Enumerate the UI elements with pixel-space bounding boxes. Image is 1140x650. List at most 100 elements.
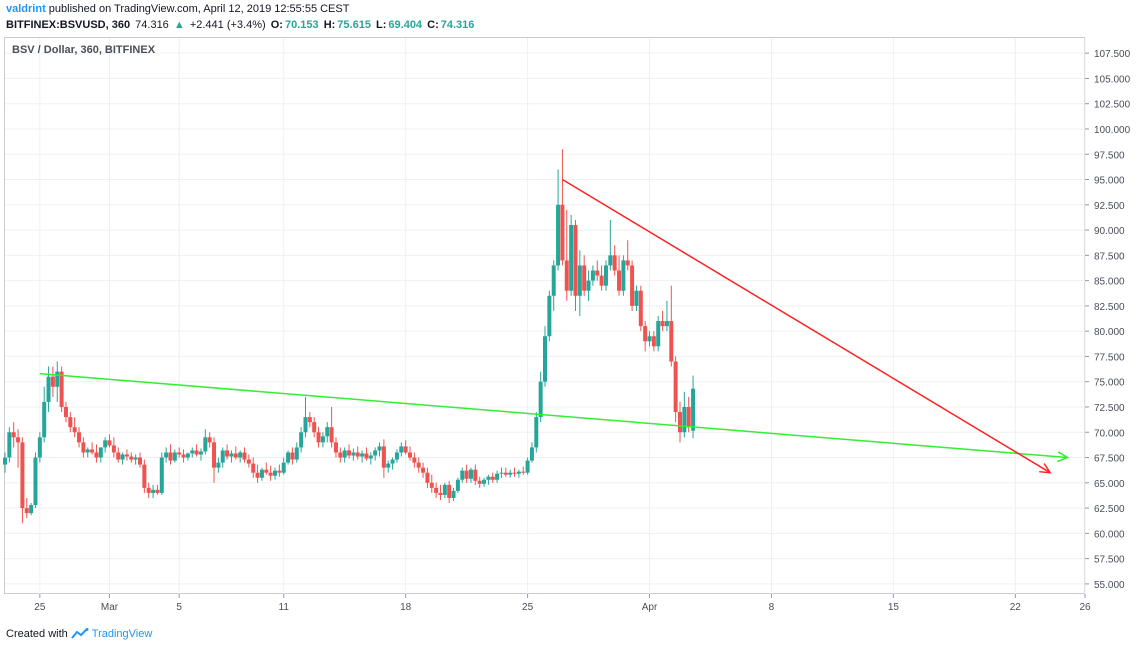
candle-body (460, 470, 465, 480)
tradingview-logo-icon (70, 628, 89, 639)
candle-body (573, 225, 578, 296)
low-value: 69.404 (388, 19, 423, 31)
candle-body (660, 321, 665, 327)
candle-body (59, 371, 64, 407)
candle-body (50, 376, 55, 387)
candle-body (124, 454, 129, 457)
candle-body (638, 290, 643, 327)
candle-body (377, 446, 382, 451)
candle-body (569, 225, 574, 291)
candle-body (172, 452, 177, 461)
change-value: +2.441 (+3.4%) (189, 19, 266, 31)
candle-body (72, 427, 77, 433)
y-tick-label: 62.500 (1094, 504, 1125, 515)
candle-body (673, 361, 678, 413)
tradingview-brand[interactable]: TradingView (91, 628, 153, 640)
candle-body (216, 462, 221, 468)
candle-body (634, 290, 639, 306)
candle-body (342, 450, 347, 458)
ohlc-legend: BITFINEX:BSVUSD, 360 74.316 ▲ +2.441 (+3… (6, 19, 476, 31)
candle-body (521, 471, 526, 473)
candle-body (534, 417, 539, 448)
candle-body (490, 476, 495, 480)
candle-body (477, 480, 482, 484)
candle-body (20, 442, 25, 509)
candle-body (146, 487, 151, 493)
x-tick-label: 26 (1079, 602, 1091, 613)
up-triangle-icon: ▲ (173, 19, 185, 31)
candle-body (307, 417, 312, 423)
candle-body (438, 492, 443, 495)
candle-body (225, 450, 230, 457)
candle-body (233, 453, 238, 458)
panel-title: BSV / Dollar, 360, BITFINEX (12, 44, 156, 56)
support-arrowhead (1057, 451, 1070, 463)
candle-body (403, 446, 408, 453)
y-tick-label: 100.000 (1094, 125, 1131, 136)
candle-body (525, 460, 530, 473)
candle-body (33, 457, 38, 506)
candle-body (482, 479, 487, 484)
last-price: 74.316 (135, 19, 169, 31)
candle-body (473, 469, 478, 481)
candle-body (242, 452, 247, 460)
y-tick-label: 72.500 (1094, 403, 1125, 414)
candle-body (203, 437, 208, 452)
candle-body (669, 321, 674, 362)
candle-body (255, 472, 260, 478)
candle-body (551, 265, 556, 296)
candle-body (538, 381, 543, 418)
candle-body (381, 446, 386, 468)
candle-body (246, 459, 251, 464)
x-tick-label: 25 (34, 602, 46, 613)
open-value: 70.153 (284, 19, 319, 31)
candle-body (151, 489, 156, 493)
candle-body (464, 470, 469, 479)
support-trendline (39, 372, 1068, 459)
candle-body (24, 508, 29, 514)
grid-lines (5, 38, 1086, 594)
candle-body (164, 452, 169, 458)
candle-body (281, 462, 286, 473)
y-tick-label: 105.000 (1094, 74, 1131, 85)
candle-body (416, 462, 421, 468)
candle-body (107, 440, 112, 446)
candle-body (499, 472, 504, 474)
candle-body (116, 452, 121, 460)
candle-body (294, 447, 299, 460)
candle-body (364, 453, 369, 459)
x-tick-label: Mar (101, 602, 119, 613)
candle-body (486, 476, 491, 480)
candle-body (556, 204, 561, 266)
candle-body (647, 336, 652, 342)
candle-body (612, 255, 617, 271)
candle-body (678, 412, 682, 433)
candle-body (16, 437, 21, 443)
resistance-arrowhead (1039, 463, 1052, 474)
candle-body (412, 457, 417, 463)
candle-body (3, 457, 7, 465)
time-axis: 25 Mar 5 11 18 25 Apr 8 15 22 26 (34, 594, 1091, 613)
candle-body (37, 437, 42, 458)
close-value: 74.316 (440, 19, 475, 31)
candle-body (599, 275, 604, 286)
author-link[interactable]: valdrint (6, 3, 46, 15)
candle-body (442, 484, 447, 495)
candle-body (77, 432, 82, 443)
y-tick-label: 102.500 (1094, 100, 1131, 111)
close-label: C: (427, 19, 439, 31)
candle-body (212, 442, 217, 468)
candle-body (682, 406, 687, 433)
candle-body (390, 459, 395, 464)
candle-body (355, 452, 360, 457)
candle-body (495, 473, 500, 480)
created-with-label: Created with (6, 628, 68, 640)
y-tick-label: 70.000 (1094, 428, 1125, 439)
candle-body (516, 471, 521, 474)
y-tick-label: 92.500 (1094, 201, 1125, 212)
candle-body (577, 265, 582, 296)
x-tick-label: 11 (279, 602, 290, 613)
publish-info: valdrint published on TradingView.com, A… (6, 3, 349, 15)
x-tick-label: 15 (888, 602, 900, 613)
